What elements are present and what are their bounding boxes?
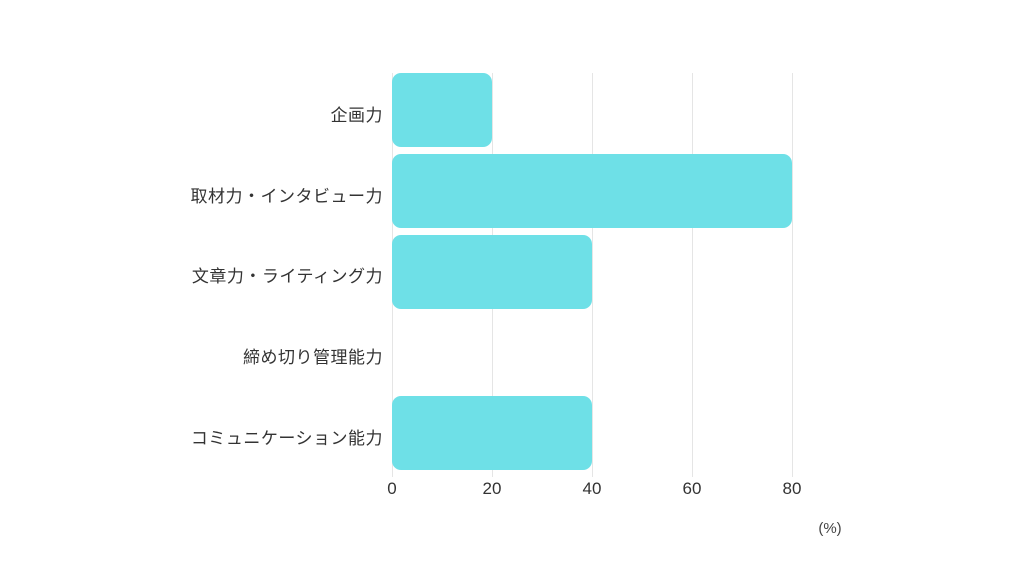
x-axis-tick-label: 0 — [387, 479, 397, 498]
category-label: 文章力・ライティング力 — [191, 267, 383, 287]
category-label: コミュニケーション能力 — [190, 429, 383, 449]
plot-area — [392, 73, 852, 477]
x-axis-tick-label: 20 — [482, 479, 502, 498]
category-label: 企画力 — [330, 105, 383, 125]
bar — [392, 153, 792, 228]
gridline-x-80 — [792, 73, 793, 477]
x-axis-tick-label: 40 — [582, 479, 602, 498]
x-axis-unit-label: (%) — [818, 520, 842, 537]
x-axis: 0 20 40 60 80 — [387, 479, 852, 501]
bar — [392, 73, 492, 147]
x-axis-tick-label: 60 — [682, 479, 702, 498]
gridline-x-40 — [592, 73, 593, 477]
x-axis-tick-label: 80 — [782, 479, 802, 498]
category-label: 締め切り管理能力 — [243, 348, 383, 368]
category-labels: 企画力取材力・インタビュー力 文章力・ライティング力締め切り管理能力コミュニケーシ… — [0, 73, 383, 477]
gridline-x-60 — [692, 73, 693, 477]
bar — [392, 234, 592, 309]
category-label: 取材力・インタビュー力 — [190, 186, 383, 206]
bar — [392, 396, 592, 471]
